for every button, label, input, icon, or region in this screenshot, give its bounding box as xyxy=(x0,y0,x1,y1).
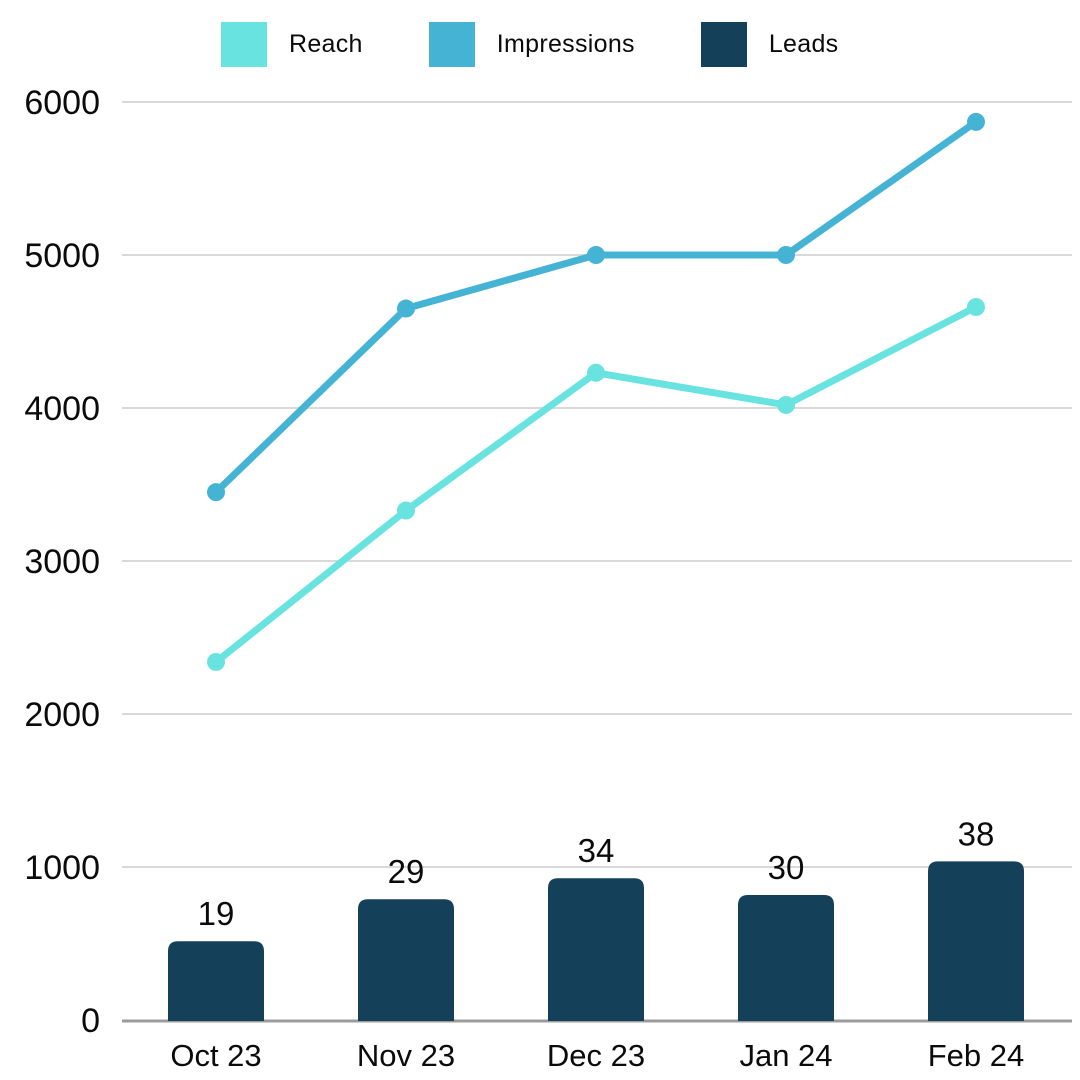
legend-label-impressions: Impressions xyxy=(496,30,635,58)
y-tick-label: 6000 xyxy=(24,84,100,122)
reach-point xyxy=(587,363,605,382)
bar-value-label: 34 xyxy=(578,832,615,869)
y-tick-label: 3000 xyxy=(24,543,100,581)
impressions-swatch xyxy=(428,22,475,67)
bar-value-label: 30 xyxy=(768,849,805,886)
legend-label-reach: Reach xyxy=(289,30,363,58)
x-tick-label: Feb 24 xyxy=(928,1038,1025,1073)
x-tick-label: Dec 23 xyxy=(547,1038,645,1073)
leads-bar xyxy=(548,878,644,1021)
legend-item-reach[interactable]: Reach xyxy=(221,22,363,67)
y-tick-label: 5000 xyxy=(24,237,100,275)
leads-bar xyxy=(168,941,264,1021)
legend-item-impressions[interactable]: Impressions xyxy=(428,22,635,67)
impressions-point xyxy=(967,112,985,131)
bar-value-label: 29 xyxy=(388,853,425,890)
y-tick-label: 1000 xyxy=(24,849,100,887)
y-tick-label: 2000 xyxy=(24,696,100,734)
y-tick-label: 4000 xyxy=(24,390,100,428)
legend-label-leads: Leads xyxy=(768,30,839,58)
leads-bar xyxy=(928,861,1024,1021)
chart-legend: Reach Impressions Leads xyxy=(221,22,838,67)
impressions-point xyxy=(777,246,795,264)
reach-point xyxy=(967,298,985,317)
x-tick-label: Nov 23 xyxy=(357,1038,455,1073)
x-tick-label: Oct 23 xyxy=(170,1038,261,1073)
leads-bar xyxy=(358,899,454,1021)
reach-line xyxy=(212,303,980,666)
impressions-line xyxy=(212,118,980,496)
leads-swatch xyxy=(700,22,747,67)
x-tick-label: Jan 24 xyxy=(739,1038,832,1073)
impressions-point xyxy=(397,299,415,318)
leads-bar xyxy=(738,895,834,1021)
y-tick-label: 0 xyxy=(81,1002,100,1040)
impressions-point xyxy=(207,483,225,502)
bar-value-label: 38 xyxy=(958,815,995,852)
bar-value-label: 19 xyxy=(198,895,235,932)
reach-point xyxy=(777,395,795,414)
legend-item-leads[interactable]: Leads xyxy=(700,22,839,67)
impressions-point xyxy=(587,246,605,264)
reach-swatch xyxy=(221,22,267,67)
reach-point xyxy=(397,501,415,520)
reach-point xyxy=(207,652,225,671)
